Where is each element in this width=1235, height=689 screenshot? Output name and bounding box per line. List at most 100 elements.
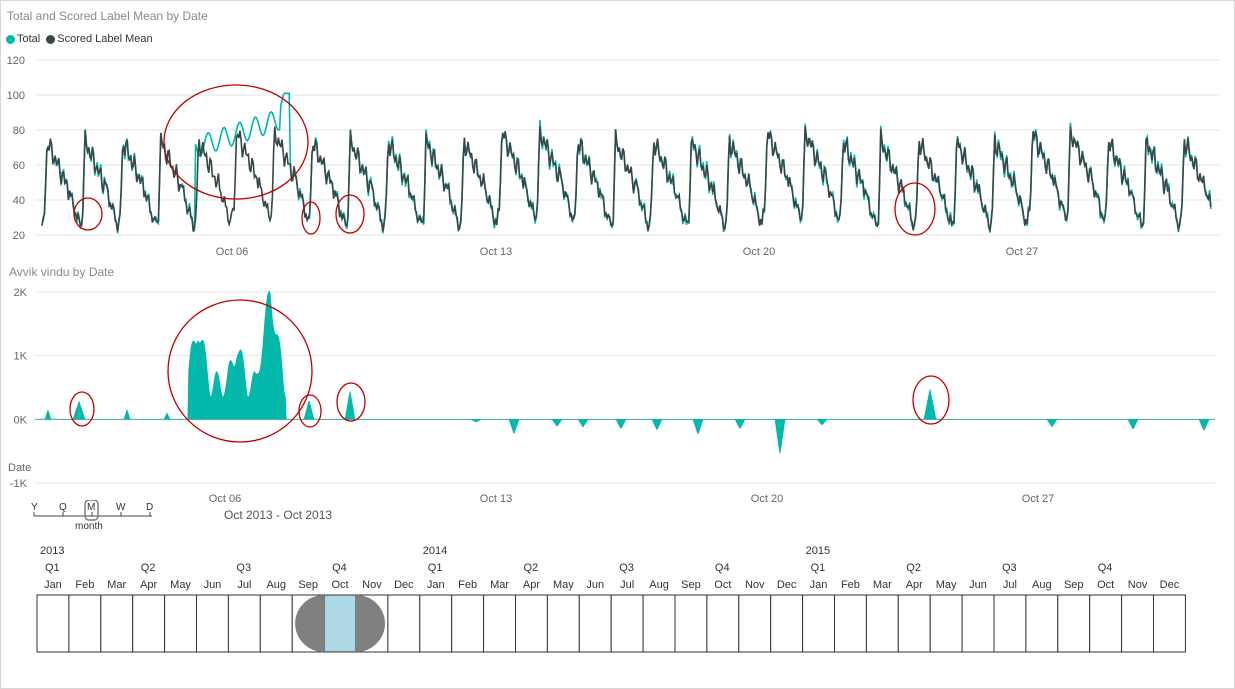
annotation-circle [336,382,366,422]
timeline-month-label: Jan [810,579,828,591]
x-tick-label: Oct 13 [480,246,512,258]
timeline-month-cell[interactable] [323,594,357,653]
level-week[interactable]: W [116,502,126,513]
timeline-range-caption: Oct 2013 - Oct 2013 [224,508,333,522]
timeline-month-label: Nov [1128,579,1148,591]
timeline-month-cell[interactable] [1057,594,1091,653]
legend-item-scored[interactable]: Scored Label Mean [46,33,153,45]
timeline-quarter-label: Q4 [332,562,347,574]
timeline-month-cell[interactable] [1153,594,1186,653]
legend-label-total: Total [17,33,41,45]
timeline-slicer[interactable]: 2013 2014 2015 Q1 Q2 Q3 Q4 Q1 Q2 Q3 Q4 Q1 Q2 Q3 Q4 Jan F… [0,540,1235,660]
timeline-month-cell[interactable] [674,594,708,653]
level-year[interactable]: Y [31,502,38,513]
series-line-scored [41,126,1212,233]
timeline-month-cell[interactable] [164,594,198,653]
chart1-title: Total and Scored Label Mean by Date [7,9,208,23]
timeline-month-cell[interactable] [515,594,548,653]
timeline-month-cell[interactable] [1089,594,1123,653]
timeline-start-handle[interactable] [295,595,325,652]
timeline-month-cell[interactable] [387,594,421,653]
timeline-year-label: 2013 [40,545,64,557]
timeline-month-label: Aug [1032,579,1052,591]
series-area-avvik [34,290,1213,454]
timeline-month-cell[interactable] [419,594,453,653]
timeline-month-cell[interactable] [451,594,485,653]
timeline-month-label: Jul [620,579,634,591]
timeline-month-label: Apr [906,579,923,591]
timeline-month-label: Jan [427,579,445,591]
timeline-month-cell[interactable] [770,594,804,653]
timeline-month-cell[interactable] [642,594,676,653]
annotation-circle [298,394,322,428]
legend-dot-icon [46,34,56,44]
timeline-month-cell[interactable] [546,594,580,653]
timeline-month-cell[interactable] [68,594,102,653]
timeline-month-label: Oct [331,579,348,591]
timeline-quarter-label: Q1 [811,562,826,574]
timeline-month-label: Nov [362,579,382,591]
chart2-axis-label: Date [8,462,32,474]
x-tick-label: Oct 27 [1022,493,1054,505]
timeline-month-label: Jun [586,579,604,591]
timeline-quarter-label: Q1 [428,562,443,574]
timeline-month-cell[interactable] [36,594,70,653]
timeline-month-label: Apr [140,579,157,591]
x-tick-label: Oct 20 [743,246,775,258]
timeline-month-label: Apr [523,579,540,591]
timeline-month-cell[interactable] [227,594,261,653]
y-tick-label: 100 [7,90,25,102]
annotation-circle [335,194,365,234]
timeline-month-cell[interactable] [132,594,166,653]
timeline-month-cell[interactable] [1121,594,1154,653]
chart2-plot[interactable]: 2K 1K 0K -1K Oct 06 Oct 13 Oct 20 Oct 27 [0,280,1235,505]
timeline-month-cell[interactable] [834,594,867,653]
y-tick-label: 0K [14,414,28,426]
timeline-month-cell[interactable] [483,594,517,653]
timeline-month-cell[interactable] [196,594,229,653]
timeline-month-label: Dec [777,579,797,591]
timeline-month-cell[interactable] [865,594,899,653]
series-line-total [41,92,1212,234]
timeline-year-label: 2014 [423,545,447,557]
timeline-quarter-label: Q3 [236,562,251,574]
x-tick-label: Oct 20 [751,493,783,505]
chart1-plot[interactable]: 120 100 80 60 40 20 Oct 06 Oct 13 Oct 20 Oct 27 [0,50,1235,265]
level-month[interactable]: M [87,502,96,513]
timeline-month-cell[interactable] [259,594,293,653]
timeline-month-cell[interactable] [1025,594,1059,653]
annotation-circle [912,375,950,425]
timeline-month-cell[interactable] [706,594,740,653]
timeline-month-label: Jan [44,579,62,591]
timeline-month-label: Mar [490,579,509,591]
timeline-year-label: 2015 [806,545,830,557]
timeline-month-cell[interactable] [993,594,1027,653]
timeline-month-label: Oct [1097,579,1114,591]
timeline-month-cell[interactable] [802,594,835,653]
level-day[interactable]: D [146,502,154,513]
chart1-legend: Total Scored Label Mean [6,33,153,45]
timeline-month-label: Mar [107,579,126,591]
timeline-month-label: Oct [714,579,731,591]
timeline-month-cell[interactable] [961,594,995,653]
y-tick-label: 1K [14,351,28,363]
timeline-quarter-label: Q3 [619,562,634,574]
timeline-month-cell[interactable] [929,594,963,653]
timeline-month-cell[interactable] [100,594,134,653]
timeline-month-label: Jun [969,579,987,591]
level-quarter[interactable]: Q [59,502,67,513]
legend-item-total[interactable]: Total [6,33,40,45]
level-selector-handle[interactable] [84,500,99,521]
timeline-month-cell[interactable] [610,594,644,653]
timeline-month-label: May [553,579,574,591]
timeline-month-label: May [170,579,191,591]
timeline-month-cell[interactable] [578,594,612,653]
timeline-month-cell[interactable] [897,594,931,653]
timeline-month-cell[interactable] [738,594,772,653]
timeline-quarter-label: Q2 [141,562,156,574]
timeline-month-label: Sep [1064,579,1084,591]
timeline-end-handle[interactable] [356,595,385,652]
timeline-month-label: Mar [873,579,892,591]
annotation-circle [167,299,313,443]
timeline-quarter-label: Q4 [1098,562,1113,574]
